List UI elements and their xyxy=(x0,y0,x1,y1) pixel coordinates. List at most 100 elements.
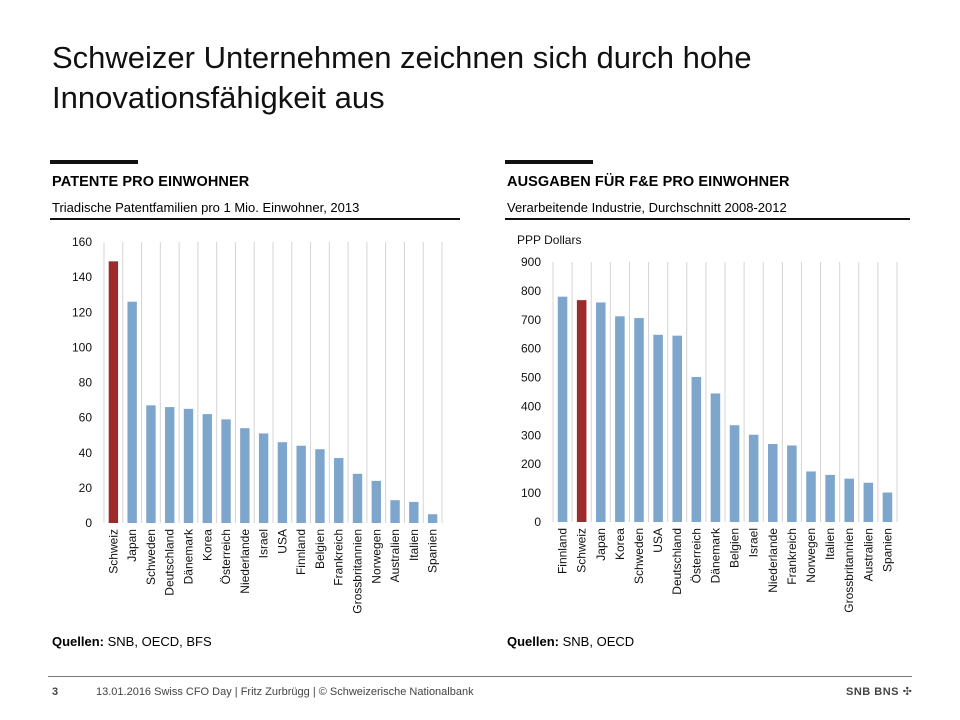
y-tick-label: 0 xyxy=(85,516,92,530)
bar-korea xyxy=(615,316,625,522)
bar-usa xyxy=(277,442,288,523)
x-tick-label: Australien xyxy=(388,529,402,582)
x-tick-label: Grossbritannien xyxy=(842,528,856,613)
panel-heading: AUSGABEN FÜR F&E PRO EINWOHNER xyxy=(507,174,790,190)
bar-italien xyxy=(825,474,835,522)
x-tick-label: Israel xyxy=(747,528,761,557)
snb-logo: SNB BNS ✣ xyxy=(846,685,912,698)
x-tick-label: Dänemark xyxy=(182,528,196,584)
bar-dänemark xyxy=(183,408,194,523)
bar-finnland xyxy=(557,296,568,522)
panel-source: Quellen: SNB, OECD xyxy=(507,634,634,649)
bar-israel xyxy=(258,433,269,523)
y-tick-label: 40 xyxy=(79,446,93,460)
y-tick-label: 200 xyxy=(521,457,541,471)
bar-spanien xyxy=(427,514,438,523)
y-tick-label: 100 xyxy=(72,340,92,354)
rd-spending-panel: AUSGABEN FÜR F&E PRO EINWOHNER Verarbeit… xyxy=(505,160,910,660)
bar-norwegen xyxy=(806,471,816,522)
y-tick-label: 80 xyxy=(79,376,93,390)
panel-divider xyxy=(50,218,460,220)
bar-schweden xyxy=(146,405,156,523)
source-text: SNB, OECD, BFS xyxy=(104,634,212,649)
y-tick-label: 400 xyxy=(521,399,541,413)
x-tick-label: Korea xyxy=(613,528,627,560)
bar-schweden xyxy=(634,318,644,522)
patents-bar-chart: 0 20 40 60 80 100 120 140 160 Schweiz Japan Schwede… xyxy=(72,235,443,614)
bar-australien xyxy=(390,500,400,523)
y-tick-label: 500 xyxy=(521,371,541,385)
bar-schweiz xyxy=(576,300,587,522)
bar-norwegen xyxy=(371,480,381,523)
panel-heading: PATENTE PRO EINWOHNER xyxy=(52,174,250,190)
y-tick-label: 0 xyxy=(534,515,541,529)
logo-text: SNB BNS xyxy=(846,686,900,698)
x-tick-label: Frankreich xyxy=(332,529,346,586)
page-number: 3 xyxy=(52,686,59,698)
y-tick-label: 600 xyxy=(521,342,541,356)
panel-accent-bar xyxy=(505,160,593,164)
y-tick-label: 300 xyxy=(521,428,541,442)
bar-deutschland xyxy=(165,407,175,523)
x-tick-label: Israel xyxy=(257,529,271,558)
panel-source: Quellen: SNB, OECD, BFS xyxy=(52,634,212,649)
x-tick-label: Grossbritannien xyxy=(351,529,365,614)
x-tick-label: Spanien xyxy=(880,528,894,572)
bar-spanien xyxy=(882,492,893,522)
bar-österreich xyxy=(221,419,231,523)
x-tick-label: Schweiz xyxy=(106,529,120,574)
swiss-cross-icon: ✣ xyxy=(902,686,913,698)
panel-divider xyxy=(505,218,910,220)
x-tick-label: Finnland xyxy=(556,528,570,574)
x-tick-label: Australien xyxy=(861,528,875,581)
x-tick-label: Italien xyxy=(823,528,837,560)
rd-spending-bar-chart: 0 100 200 300 400 500 600 700 800 900 PPP Dollars F… xyxy=(517,233,898,613)
bar-grossbritannien xyxy=(352,473,363,523)
y-tick-label: 100 xyxy=(521,486,541,500)
x-tick-label: Niederlande xyxy=(238,529,252,594)
bar-belgien xyxy=(315,449,325,523)
bar-japan xyxy=(127,301,137,523)
y-tick-label: 900 xyxy=(521,255,541,269)
slide-title: Schweizer Unternehmen zeichnen sich durc… xyxy=(52,40,752,115)
bar-australien xyxy=(863,482,874,522)
x-tick-label: Norwegen xyxy=(369,529,383,584)
x-tick-label: Japan xyxy=(594,528,608,561)
patents-panel: PATENTE PRO EINWOHNER Triadische Patentf… xyxy=(50,160,460,660)
panel-accent-bar xyxy=(50,160,138,164)
bar-österreich xyxy=(691,376,702,522)
x-tick-label: Italien xyxy=(407,529,421,561)
x-tick-label: Dänemark xyxy=(708,527,722,583)
x-tick-label: USA xyxy=(651,528,665,553)
panel-subtitle: Triadische Patentfamilien pro 1 Mio. Ein… xyxy=(52,200,360,215)
bar-frankreich xyxy=(787,445,797,522)
bar-finnland xyxy=(296,445,306,523)
x-tick-label: Frankreich xyxy=(785,528,799,585)
bar-niederlande xyxy=(768,444,778,522)
x-tick-label: Deutschland xyxy=(163,529,177,596)
x-tick-label: Schweiz xyxy=(575,528,589,573)
panel-subtitle: Verarbeitende Industrie, Durchschnitt 20… xyxy=(507,200,787,215)
bar-japan xyxy=(596,302,606,522)
x-tick-label: Finnland xyxy=(294,529,308,575)
bar-italien xyxy=(409,501,419,523)
bar-grossbritannien xyxy=(844,478,854,522)
x-tick-label: Österreich xyxy=(219,529,233,584)
bar-belgien xyxy=(729,425,740,522)
x-tick-label: Belgien xyxy=(728,528,742,568)
x-tick-label: Korea xyxy=(200,529,214,561)
bar-niederlande xyxy=(240,428,250,523)
footer-divider xyxy=(48,676,912,677)
x-tick-label: Spanien xyxy=(426,529,440,573)
x-tick-label: Japan xyxy=(125,529,139,562)
source-label: Quellen: xyxy=(507,634,560,649)
x-tick-label: Österreich xyxy=(689,528,703,583)
y-tick-label: 120 xyxy=(72,305,92,319)
bar-schweiz xyxy=(108,261,119,523)
source-text: SNB, OECD xyxy=(559,634,635,649)
y-tick-label: 60 xyxy=(79,411,93,425)
x-tick-label: Norwegen xyxy=(804,528,818,583)
bar-deutschland xyxy=(672,335,682,522)
x-tick-label: Belgien xyxy=(313,529,327,569)
bar-usa xyxy=(653,334,663,522)
